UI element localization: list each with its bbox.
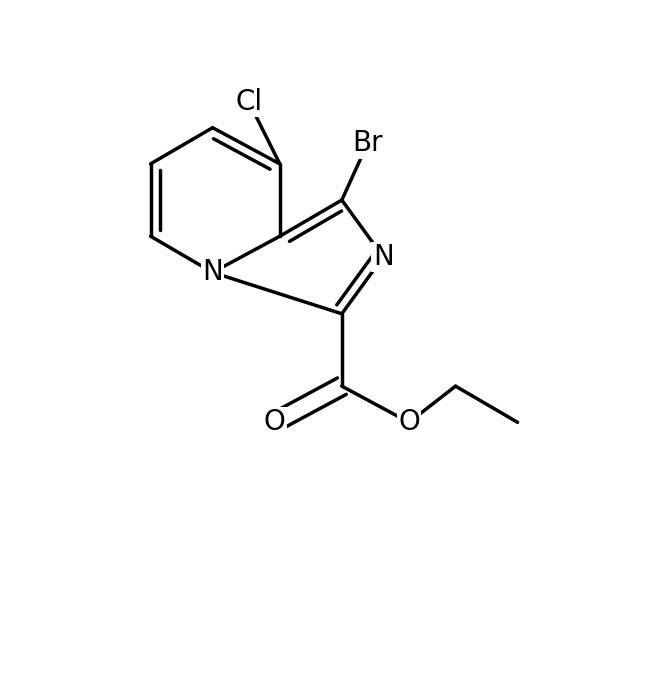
Text: Br: Br	[352, 129, 383, 157]
Text: O: O	[263, 408, 285, 437]
Text: N: N	[202, 258, 223, 286]
Text: Cl: Cl	[235, 88, 262, 116]
Text: O: O	[398, 408, 420, 437]
Text: N: N	[373, 243, 394, 271]
